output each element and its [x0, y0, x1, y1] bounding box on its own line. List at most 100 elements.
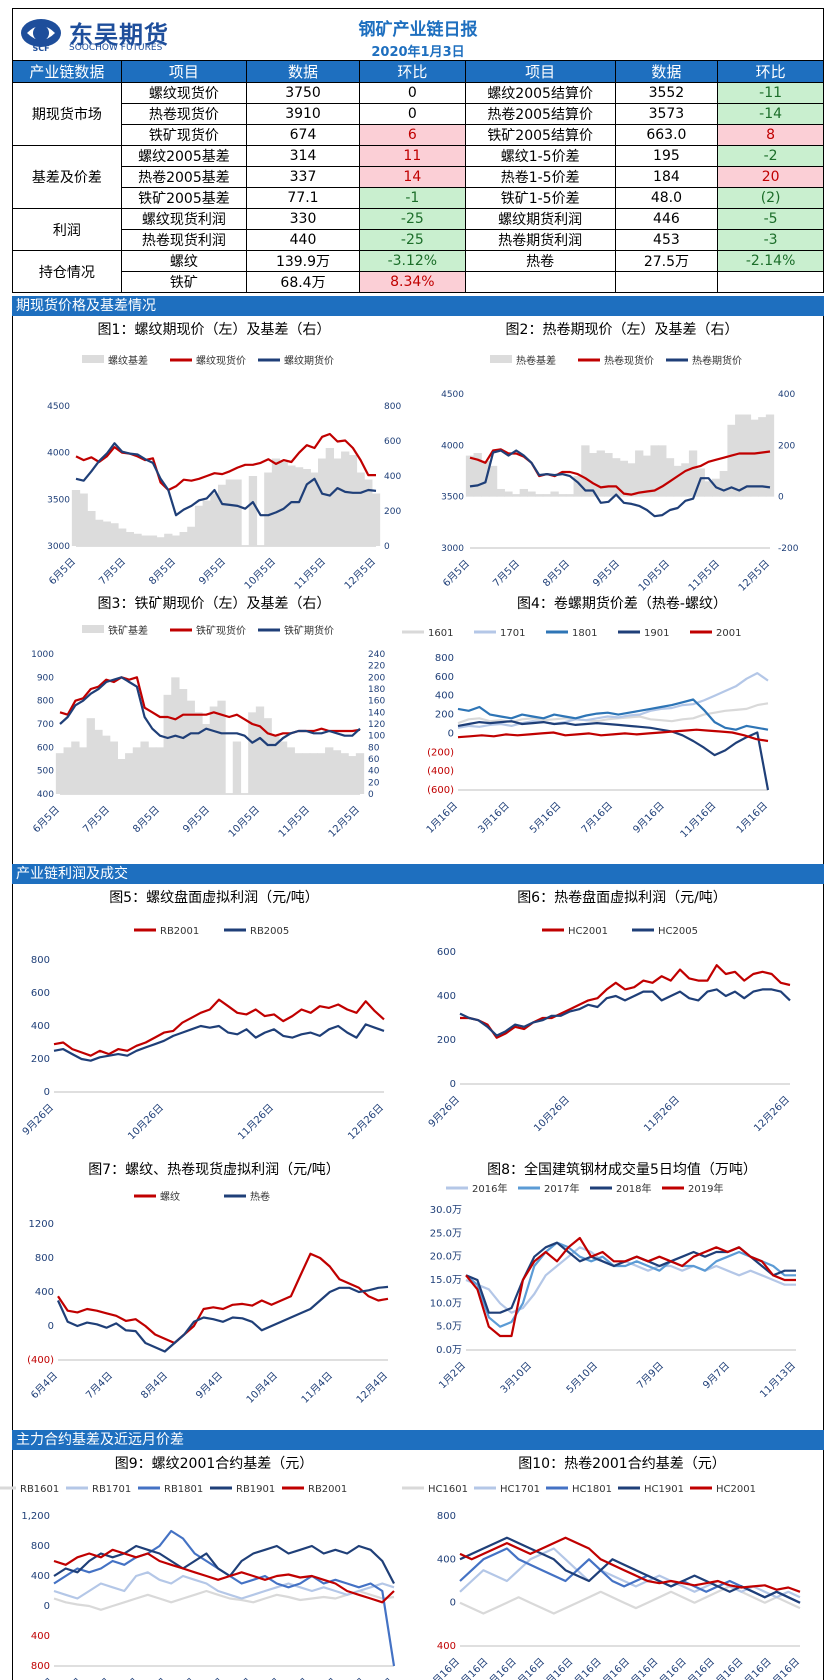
y-tick-label: 0.0万	[436, 1345, 462, 1356]
area-bar	[125, 532, 134, 546]
item-change: -2	[717, 145, 824, 167]
item-name: 螺纹现货利润	[120, 208, 248, 230]
x-tick-label: 10月5日	[636, 558, 672, 594]
legend-label: HC2005	[658, 926, 698, 937]
area-bar	[550, 491, 559, 497]
area-bar	[348, 455, 358, 546]
brand-name-en: SOOCHOW FUTURES	[69, 43, 163, 53]
area-bar	[519, 488, 528, 497]
item-value: 3552	[614, 82, 719, 104]
y-tick-label: 0	[44, 1601, 50, 1612]
area-bar	[233, 479, 242, 546]
item-value: 184	[614, 166, 719, 188]
item-value: 674	[246, 124, 360, 146]
x-tick-label: 9月4日	[193, 1370, 225, 1402]
legend-item: 2017年	[518, 1182, 579, 1195]
area-bar	[364, 479, 373, 546]
area-bar	[310, 472, 319, 546]
x-tick-label: 10月26日	[125, 1102, 166, 1143]
item-name: 螺纹现货价	[120, 82, 248, 104]
x-tick-label: 11月5日	[292, 556, 328, 592]
series-line	[457, 728, 769, 743]
chart-title: 图9：螺纹2001合约基差（元）	[115, 1455, 314, 1472]
x-tick-label: 5月16日	[539, 1656, 575, 1680]
y-tick-label: 0	[368, 790, 374, 800]
y-tick-label: (400)	[27, 1355, 54, 1366]
legend-label: 铁矿期货价	[284, 624, 334, 637]
area-bar	[504, 491, 513, 497]
y-tick-label: 400	[31, 1021, 50, 1032]
chart-c1: 图1：螺纹期现价（左）及基差（右） 螺纹基差 螺纹现货价 螺纹期货价 3000 3500 4…	[46, 321, 401, 592]
area-bar	[750, 419, 759, 497]
legend-label: 热卷	[250, 1190, 270, 1203]
area-bar	[612, 458, 621, 497]
item-value: 446	[614, 208, 719, 230]
table-row: 基差及价差 螺纹2005基差 314 11 螺纹1-5价差 195 -2	[12, 145, 824, 209]
section-box-prices	[12, 316, 824, 864]
table-header-cell: 环比	[358, 60, 466, 83]
y-tick-label: 0	[450, 1079, 456, 1090]
area-bar	[527, 491, 536, 497]
y-tick-label: 400	[778, 390, 795, 400]
chart-c8: 图8：全国建筑钢材成交量5日均值（万吨） 2016年 2017年 2018年 2019年…	[430, 1161, 798, 1401]
area-bar	[210, 493, 219, 546]
y-tick-label: 4000	[441, 441, 464, 451]
x-tick-label: 1月16日	[734, 800, 770, 836]
item-change: -1	[358, 187, 466, 209]
x-tick-label: 7月5日	[80, 804, 112, 836]
x-tick-label: 11月13日	[757, 1360, 798, 1401]
area-bar	[294, 467, 304, 546]
chart-title: 图5：螺纹盘面虚拟利润（元/吨）	[109, 889, 319, 906]
area-bar	[465, 455, 475, 497]
item-value: 77.1	[246, 187, 360, 209]
series-line	[457, 698, 769, 731]
legend-item: 2001	[690, 628, 741, 639]
legend-item: HC1801	[546, 1484, 612, 1495]
series-line	[59, 676, 361, 747]
item-value: 195	[614, 145, 719, 167]
item-name: 热卷2005结算价	[464, 103, 616, 125]
legend-label: 螺纹	[160, 1190, 180, 1203]
legend-label: 1901	[644, 628, 669, 639]
chart-title: 图10：热卷2001合约基差（元）	[518, 1455, 725, 1472]
empty-cell	[464, 271, 616, 293]
legend-item: 螺纹基差	[82, 354, 148, 367]
item-change: 11	[358, 145, 466, 167]
y-tick-label: 4500	[441, 390, 464, 400]
area-bar	[109, 741, 118, 794]
area-bar	[604, 453, 613, 497]
x-tick-label: 7月16日	[190, 1676, 226, 1680]
item-change: 8.34%	[358, 271, 466, 293]
area-bar	[94, 729, 103, 794]
y-tick-label: 400	[37, 790, 54, 800]
chart-title: 图1：螺纹期现价（左）及基差（右）	[98, 321, 331, 338]
table-row: 热卷2005基差 337 14 热卷1-5价差 184 20	[13, 166, 824, 188]
x-tick-label: 7月16日	[596, 1656, 632, 1680]
legend-label: RB2001	[308, 1484, 347, 1495]
item-value: 139.9万	[246, 250, 360, 272]
legend-label: 螺纹现货价	[196, 354, 246, 367]
y-tick-label: 240	[368, 650, 385, 660]
legend-label: HC2001	[568, 926, 608, 937]
legend-item: 铁矿现货价	[170, 624, 246, 637]
item-value: 314	[246, 145, 360, 167]
x-tick-label: 7月5日	[96, 556, 128, 588]
y-tick-label: 5.0万	[436, 1322, 462, 1333]
legend-label: 2001	[716, 628, 741, 639]
legend-item: 1601	[402, 628, 453, 639]
area-bar	[341, 451, 350, 546]
group-label: 利润	[12, 208, 122, 251]
y-tick-label: 220	[368, 662, 385, 672]
chart-c7: 图7：螺纹、热卷现货虚拟利润（元/吨） 螺纹 热卷 1200 800 400 0 (400) 6…	[27, 1161, 390, 1406]
legend-label: HC1601	[428, 1484, 468, 1495]
x-tick-label: 8月4日	[138, 1370, 170, 1402]
x-tick-label: 5月16日	[133, 1676, 169, 1680]
area-bar	[719, 471, 728, 497]
y-tick-label: 200	[437, 1035, 456, 1046]
legend-item: RB1901	[210, 1484, 275, 1495]
series-line	[460, 964, 791, 1039]
brand-logo: SCF 东吴期货 SOOCHOW FUTURES	[19, 15, 179, 55]
area-bar	[588, 453, 598, 497]
item-name: 螺纹2005基差	[120, 145, 248, 167]
x-tick-label: 9月7日	[700, 1360, 732, 1392]
